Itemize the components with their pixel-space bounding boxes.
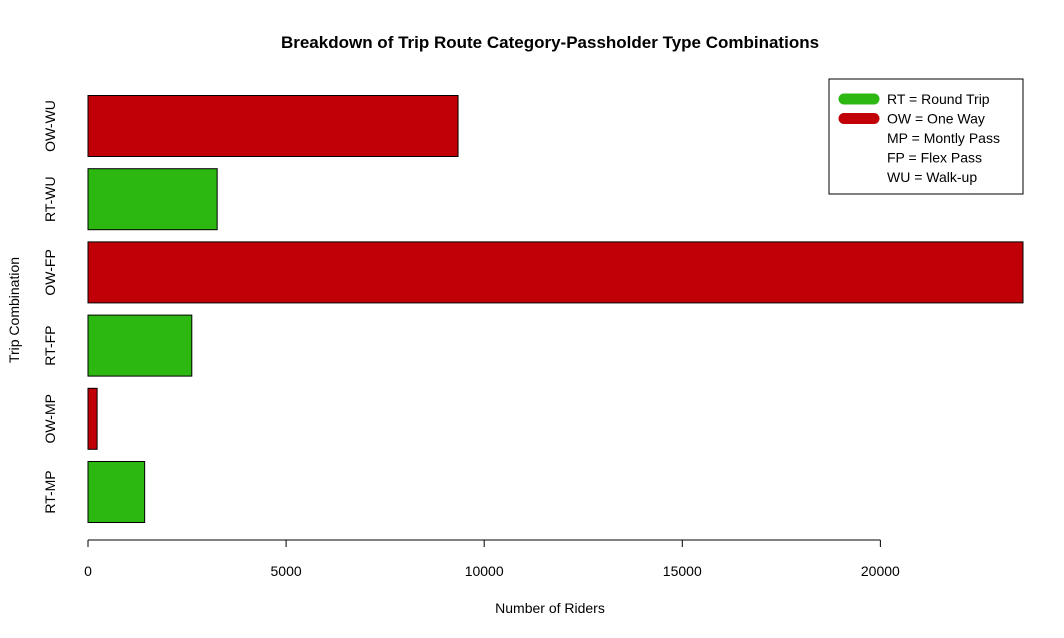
y-axis-label: Trip Combination: [6, 257, 22, 363]
y-axis: RT-MP OW-MP RT-FP OW-FP RT-WU OW-WU: [42, 100, 58, 514]
x-axis-label: Number of Riders: [495, 600, 605, 616]
legend-entry: RT = Round Trip: [887, 91, 990, 107]
bar-ow-mp: [87, 387, 98, 450]
legend-entry: OW = One Way: [887, 111, 985, 127]
bar-rt-mp: [87, 461, 146, 523]
x-axis: 0 5000 10000 15000 20000: [84, 539, 900, 579]
bar-rt-fp: [87, 314, 193, 377]
bar-ow-fp: [87, 241, 1024, 304]
x-tick-label: 15000: [663, 563, 702, 579]
chart-title: Breakdown of Trip Route Category-Passhol…: [281, 33, 819, 52]
y-tick-label: OW-WU: [42, 100, 58, 152]
bar-rt-wu: [87, 168, 218, 231]
x-tick-label: 10000: [465, 563, 504, 579]
legend-entry: MP = Montly Pass: [887, 130, 1000, 146]
y-tick-label: OW-MP: [42, 394, 58, 444]
bar-ow-wu: [87, 95, 459, 157]
legend-entry: WU = Walk-up: [887, 169, 977, 185]
x-tick-label: 20000: [861, 563, 900, 579]
y-tick-label: RT-FP: [42, 325, 58, 365]
legend: RT = Round Trip OW = One Way MP = Montly P…: [828, 78, 1024, 195]
y-tick-label: OW-FP: [42, 249, 58, 295]
x-tick-label: 0: [84, 563, 92, 579]
y-tick-label: RT-MP: [42, 470, 58, 513]
legend-entry: FP = Flex Pass: [887, 150, 982, 166]
x-tick-label: 5000: [271, 563, 302, 579]
bars-group: [87, 95, 1024, 523]
y-tick-label: RT-WU: [42, 176, 58, 222]
